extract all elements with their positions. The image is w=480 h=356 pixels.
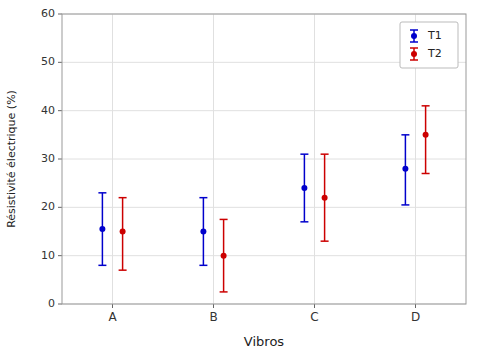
tick-label: A	[108, 310, 117, 324]
tick-label: C	[310, 310, 318, 324]
point	[301, 185, 307, 191]
grid-line	[314, 14, 315, 304]
legend-swatch	[410, 41, 418, 43]
legend-label: T1	[427, 29, 442, 42]
legend-swatch	[411, 33, 417, 39]
error-cap	[119, 197, 127, 199]
grid	[62, 14, 466, 304]
point	[402, 166, 408, 172]
tick-label: 50	[41, 55, 55, 68]
point	[322, 195, 328, 201]
grid-line	[213, 14, 214, 304]
error-bar	[425, 106, 427, 174]
tick	[58, 255, 62, 256]
legend-box	[400, 22, 458, 68]
error-cap	[220, 291, 228, 293]
error-cap	[300, 153, 308, 155]
tick-label: 30	[41, 152, 55, 165]
legend-swatch	[410, 59, 418, 61]
error-cap	[98, 192, 106, 194]
point	[423, 132, 429, 138]
tick	[58, 110, 62, 111]
plot-area	[62, 14, 466, 304]
chart: 0 10 20 30 40 50 60 A B C D Vibros Résistivité élect…	[0, 0, 480, 356]
legend-swatch	[411, 51, 417, 57]
legend: T1T2	[400, 22, 458, 68]
error-cap	[199, 265, 207, 267]
point	[221, 253, 227, 259]
tick	[58, 207, 62, 208]
error-cap	[98, 265, 106, 267]
tick	[58, 62, 62, 63]
tick-label: 0	[48, 297, 55, 310]
error-cap	[401, 204, 409, 206]
error-cap	[321, 240, 329, 242]
tick	[58, 159, 62, 160]
tick	[415, 304, 416, 308]
tick	[314, 304, 315, 308]
tick-label: 10	[41, 249, 55, 262]
plot-frame	[62, 14, 466, 304]
error-cap	[199, 197, 207, 199]
error-cap	[220, 219, 228, 221]
error-cap	[422, 173, 430, 175]
tick	[58, 14, 62, 15]
point	[99, 226, 105, 232]
series	[119, 106, 430, 292]
series	[98, 135, 409, 266]
legend-label: T2	[427, 47, 442, 60]
tick-label: 20	[41, 200, 55, 213]
tick-label: D	[411, 310, 420, 324]
x-axis-label: Vibros	[244, 334, 284, 349]
tick	[112, 304, 113, 308]
point	[200, 229, 206, 235]
data	[98, 106, 429, 292]
error-cap	[401, 134, 409, 136]
tick-label: B	[209, 310, 217, 324]
error-cap	[119, 269, 127, 271]
legend-swatch	[410, 47, 418, 49]
point	[120, 229, 126, 235]
grid-line	[112, 14, 113, 304]
tick	[213, 304, 214, 308]
tick	[58, 304, 62, 305]
legend-swatch	[410, 29, 418, 31]
tick-label: 40	[41, 104, 55, 117]
tick-label: 60	[41, 7, 55, 20]
grid-line	[62, 110, 466, 111]
error-cap	[321, 153, 329, 155]
error-cap	[300, 221, 308, 223]
error-cap	[422, 105, 430, 107]
y-axis-label: Résistivité électrique (%)	[5, 90, 18, 228]
